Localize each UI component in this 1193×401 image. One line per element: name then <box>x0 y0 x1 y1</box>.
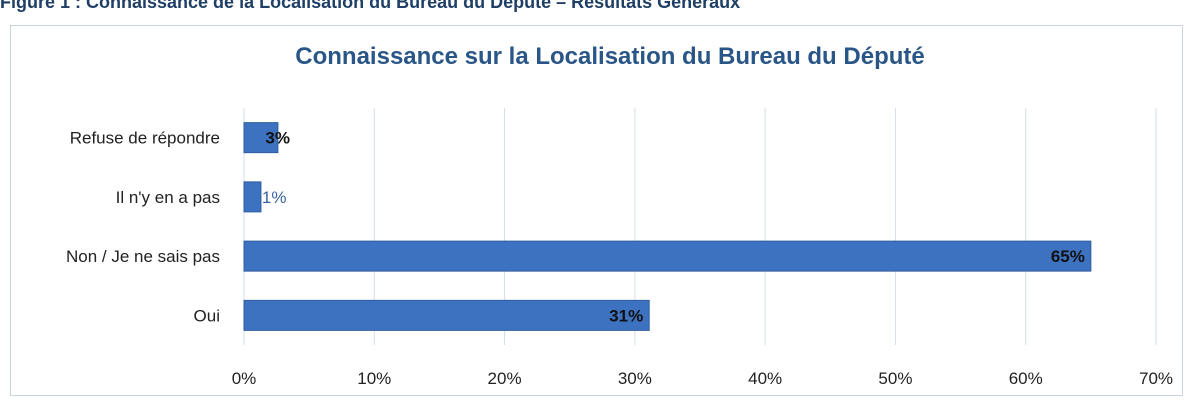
y-tick-label: Non / Je ne sais pas <box>66 247 220 266</box>
x-tick-label: 30% <box>618 369 652 388</box>
value-label: 1% <box>262 188 287 207</box>
chart-frame <box>10 25 1183 396</box>
x-tick-label: 60% <box>1009 369 1043 388</box>
x-tick-label: 70% <box>1139 369 1173 388</box>
y-tick-label: Oui <box>194 306 220 325</box>
bar <box>243 181 262 213</box>
x-tick-label: 20% <box>488 369 522 388</box>
x-tick-label: 50% <box>878 369 912 388</box>
bar <box>243 122 279 154</box>
bar <box>243 240 1092 272</box>
chart-title: Connaissance sur la Localisation du Bure… <box>295 43 924 70</box>
x-tick-label: 40% <box>748 369 782 388</box>
value-label: 31% <box>609 306 643 325</box>
bar <box>243 299 650 331</box>
x-tick-label: 10% <box>357 369 391 388</box>
value-label: 3% <box>265 129 290 148</box>
figure-caption: Figure 1 : Connaissance de la Localisati… <box>0 0 740 12</box>
y-tick-label: Il n'y en a pas <box>116 188 220 207</box>
value-label: 65% <box>1051 247 1085 266</box>
y-tick-label: Refuse de répondre <box>70 129 220 148</box>
x-tick-label: 0% <box>232 369 257 388</box>
